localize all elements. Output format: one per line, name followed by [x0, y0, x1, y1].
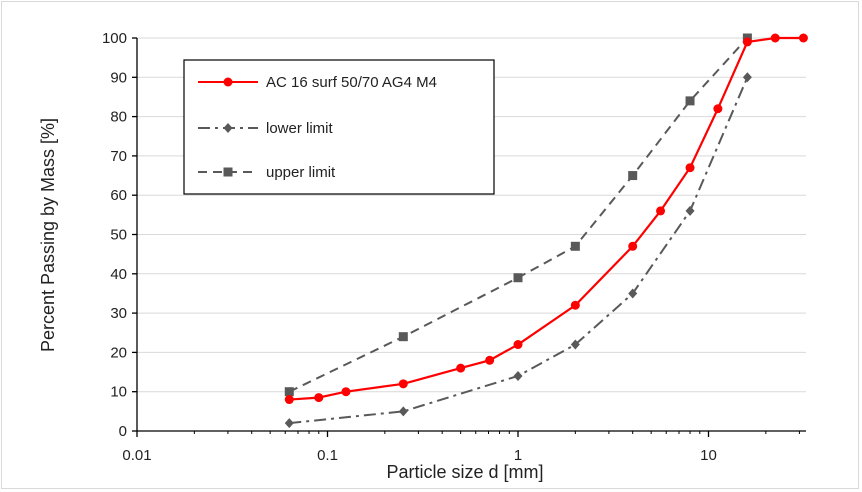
y-tick-label-0: 0	[119, 423, 127, 440]
data-point	[398, 379, 408, 389]
data-point	[513, 273, 523, 283]
x-axis-title: Particle size d [mm]	[386, 462, 543, 482]
legend-entry-2: upper limit	[198, 164, 336, 181]
series-ac-16-surf-50-70-ag4-m4	[284, 33, 808, 405]
data-point	[284, 387, 294, 397]
legend-label: lower limit	[266, 120, 334, 137]
x-tick-label-0: 0.01	[122, 447, 151, 464]
y-tick-label-50: 50	[110, 227, 127, 244]
data-point	[713, 104, 723, 114]
data-point	[570, 241, 580, 251]
y-tick-label-100: 100	[102, 30, 127, 47]
data-point	[770, 33, 780, 43]
data-point	[685, 96, 695, 106]
legend-marker	[223, 167, 233, 177]
y-axis-title: Percent Passing by Mass [%]	[38, 118, 58, 352]
x-tick-label-2: 1	[514, 447, 522, 464]
data-point	[628, 288, 638, 299]
data-point	[656, 206, 666, 216]
data-point	[742, 37, 752, 47]
axes	[132, 37, 806, 437]
data-point	[456, 363, 466, 373]
data-point	[485, 355, 495, 365]
legend: AC 16 surf 50/70 AG4 M4 lower limit upper …	[183, 59, 495, 195]
y-tick-label-30: 30	[110, 305, 127, 322]
data-point	[513, 340, 523, 350]
data-point	[570, 339, 580, 350]
data-point	[513, 370, 523, 381]
legend-label: AC 16 surf 50/70 AG4 M4	[266, 74, 437, 91]
data-point	[798, 33, 808, 43]
y-tick-label-20: 20	[110, 344, 127, 361]
legend-entry-0: AC 16 surf 50/70 AG4 M4	[198, 74, 437, 91]
series-layer	[284, 33, 808, 429]
data-point	[628, 241, 638, 251]
data-point	[628, 171, 638, 181]
y-tick-label-70: 70	[110, 148, 127, 165]
data-point	[685, 163, 695, 173]
data-point	[284, 395, 294, 405]
legend-marker	[223, 77, 233, 87]
data-point	[570, 300, 580, 310]
legend-marker	[223, 123, 233, 133]
y-tick-label-60: 60	[110, 187, 127, 204]
data-point	[398, 332, 408, 342]
x-tick-label-3: 10	[700, 447, 717, 464]
legend-label: upper limit	[266, 164, 336, 181]
y-tick-label-40: 40	[110, 266, 127, 283]
legend-entry-1: lower limit	[198, 120, 334, 137]
data-point	[742, 72, 752, 83]
x-tick-label-1: 0.1	[317, 447, 338, 464]
series-lower-limit	[284, 72, 752, 429]
data-point	[398, 406, 408, 417]
data-point	[341, 387, 351, 397]
y-tick-label-80: 80	[110, 109, 127, 126]
y-tick-label-90: 90	[110, 69, 127, 86]
y-tick-label-10: 10	[110, 384, 127, 401]
data-point	[284, 418, 294, 429]
data-point	[685, 205, 695, 216]
data-point	[314, 393, 324, 403]
tick-labels: 0 10 20 30 40 50 60 70 80 90 100 0.01 0.1 1 10	[102, 30, 717, 464]
